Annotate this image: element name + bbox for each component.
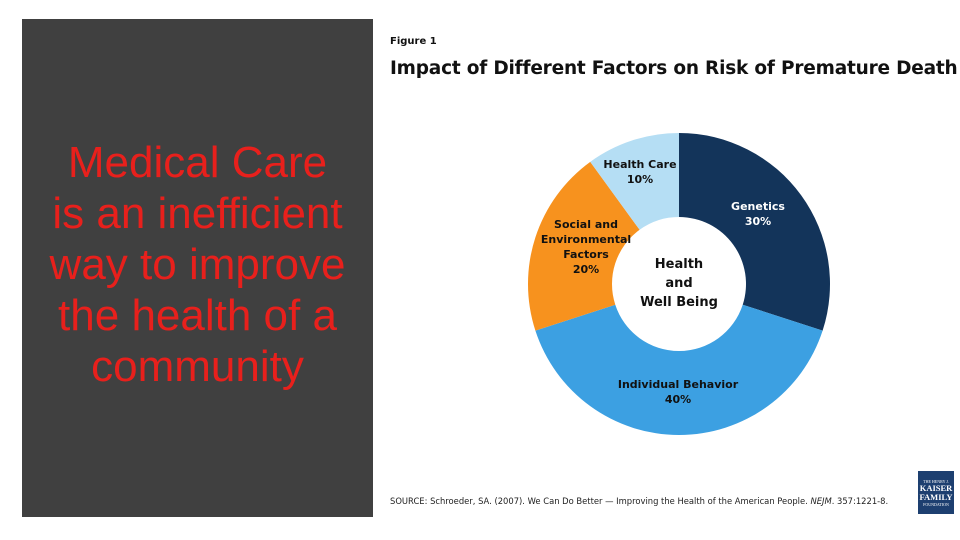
source-journal: NEJM <box>810 496 832 506</box>
slide-headline: Medical Care is an inefficient way to im… <box>49 137 346 391</box>
figure-label: Figure 1 <box>390 36 437 47</box>
source-prefix: SOURCE: Schroeder, SA. (2007). We Can Do… <box>390 496 811 506</box>
slice-label-individual-behavior: Individual Behavior 40% <box>618 378 739 406</box>
source-note: SOURCE: Schroeder, SA. (2007). We Can Do… <box>390 496 888 506</box>
headline-panel: Medical Care is an inefficient way to im… <box>22 19 373 517</box>
figure-title: Impact of Different Factors on Risk of P… <box>390 58 958 79</box>
slice-individual-behavior <box>535 304 823 436</box>
logo-line-1: THE HENRY J. <box>923 478 949 484</box>
slice-label-genetics: Genetics 30% <box>731 200 785 228</box>
logo-line-4: FOUNDATION <box>923 501 949 507</box>
slice-label-social-and-environmental-factors: Social and Environmental Factors 20% <box>541 218 631 276</box>
slice-social-and-environmental-factors <box>528 161 640 331</box>
kff-logo: THE HENRY J. KAISER FAMILY FOUNDATION <box>918 471 954 514</box>
slice-genetics <box>679 133 830 331</box>
slice-label-health-care: Health Care 10% <box>603 158 676 186</box>
center-label: Health and Well Being <box>640 257 718 310</box>
logo-line-3: FAMILY <box>919 491 953 502</box>
slice-health-care <box>590 133 679 230</box>
logo-line-2: KAISER <box>919 482 953 493</box>
source-suffix: . 357:1221-8. <box>831 496 889 506</box>
